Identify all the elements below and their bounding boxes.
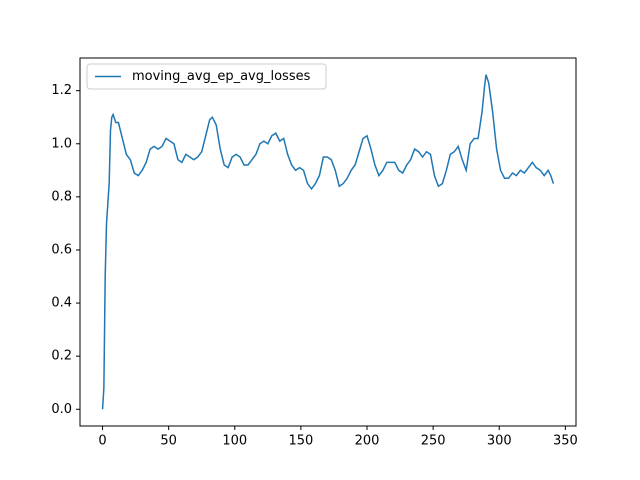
x-tick-label: 250 (421, 434, 446, 449)
x-tick-label: 150 (288, 434, 313, 449)
legend-box (86, 63, 327, 90)
y-tick-label: 0.4 (51, 296, 72, 311)
x-tick-label: 200 (355, 434, 380, 449)
y-tick-label: 0.0 (51, 402, 72, 417)
y-tick-label: 0.8 (51, 189, 72, 204)
y-tick-label: 1.0 (51, 136, 72, 151)
x-tick-label: 100 (222, 434, 247, 449)
y-tick-label: 1.2 (51, 83, 72, 98)
y-tick-label: 0.2 (51, 349, 72, 364)
x-tick-label: 300 (487, 434, 512, 449)
x-tick-label: 50 (160, 434, 177, 449)
line (101, 74, 555, 410)
legend-label: moving_avg_ep_avg_losses (132, 69, 311, 84)
y-tick-label: 0.6 (51, 242, 72, 257)
x-tick-label: 350 (553, 434, 578, 449)
plot-frame (79, 57, 577, 427)
x-tick-label: 0 (98, 434, 106, 449)
